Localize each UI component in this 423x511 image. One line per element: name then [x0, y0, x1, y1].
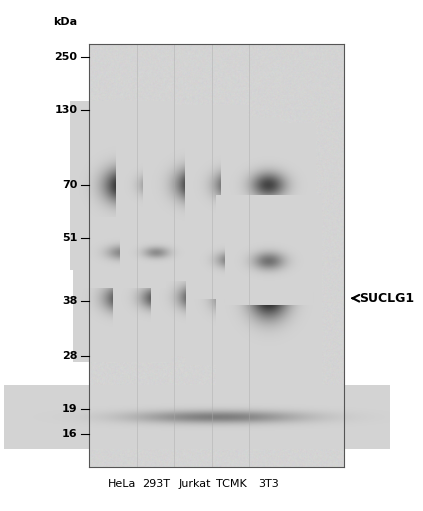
Text: 293T: 293T — [143, 479, 170, 489]
Text: 38: 38 — [62, 296, 77, 306]
Text: TCMK: TCMK — [217, 479, 247, 489]
Text: 16: 16 — [62, 429, 77, 439]
Text: 51: 51 — [62, 233, 77, 243]
Text: 130: 130 — [55, 105, 77, 115]
Text: 19: 19 — [62, 404, 77, 414]
Text: Jurkat: Jurkat — [179, 479, 212, 489]
Text: HeLa: HeLa — [107, 479, 136, 489]
Text: 28: 28 — [62, 351, 77, 361]
Text: kDa: kDa — [53, 17, 77, 27]
Text: 70: 70 — [62, 180, 77, 190]
Text: 250: 250 — [55, 52, 77, 62]
Text: SUCLG1: SUCLG1 — [359, 292, 414, 305]
Text: 3T3: 3T3 — [258, 479, 279, 489]
